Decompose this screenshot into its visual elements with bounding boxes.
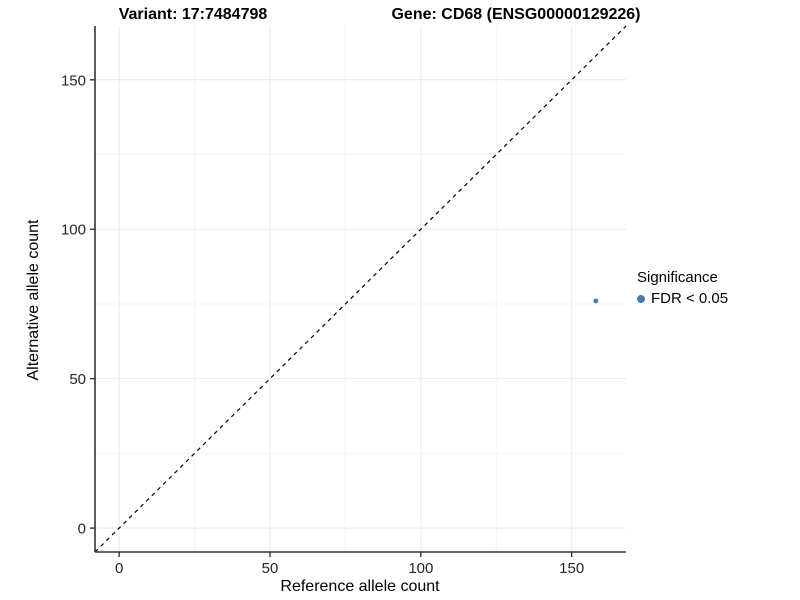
y-tick-label: 150: [61, 72, 86, 89]
gene-title: Gene: CD68 (ENSG00000129226): [391, 6, 641, 23]
y-tick-label: 50: [69, 371, 86, 388]
x-tick-label: 50: [262, 560, 279, 577]
legend-item: FDR < 0.05: [637, 290, 728, 308]
data-point: [593, 298, 599, 304]
variant-title: Variant: 17:7484798: [118, 6, 268, 23]
legend-title: Significance: [637, 269, 718, 286]
y-axis-title: Alternative allele count: [25, 219, 42, 381]
x-axis-title: Reference allele count: [280, 578, 440, 595]
x-tick-label: 150: [559, 560, 584, 577]
x-tick-label: 0: [115, 560, 123, 577]
legend-item-label: FDR < 0.05: [651, 290, 729, 307]
x-tick-label: 100: [408, 560, 433, 577]
legend-point-icon: [637, 295, 645, 303]
legend: Significance FDR < 0.05: [637, 268, 728, 308]
identity-line: [94, 25, 627, 553]
y-tick-label: 100: [61, 222, 86, 239]
y-tick-label: 0: [78, 521, 86, 538]
